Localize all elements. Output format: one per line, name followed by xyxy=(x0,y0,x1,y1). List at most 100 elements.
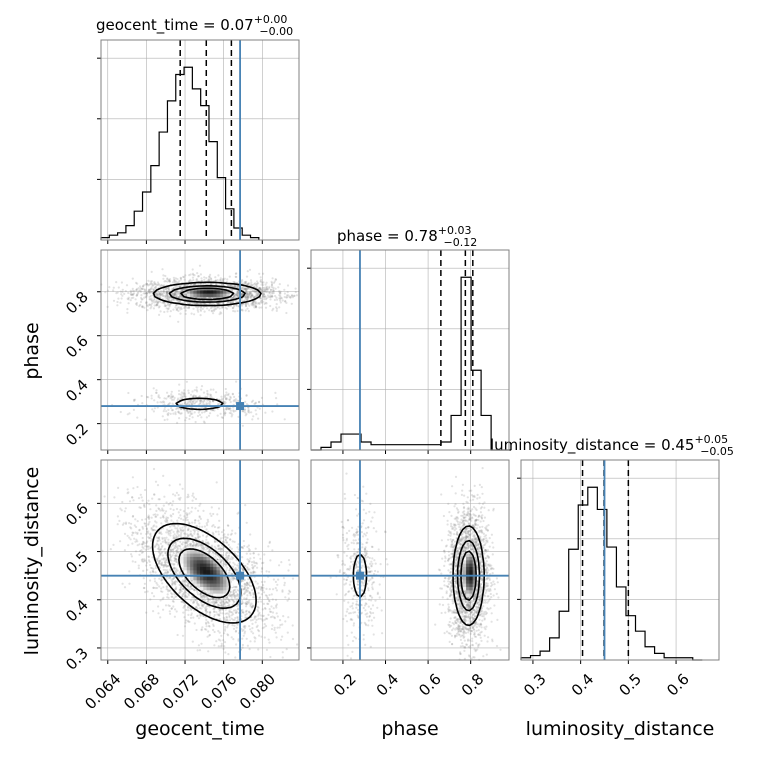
sample-point xyxy=(264,283,267,286)
sample-point xyxy=(211,525,214,528)
sample-point xyxy=(205,528,208,531)
sample-point xyxy=(215,283,218,286)
ylabel-luminosity-distance: luminosity_distance xyxy=(21,467,43,656)
sample-point xyxy=(234,567,237,570)
sample-point xyxy=(164,294,167,297)
sample-point xyxy=(169,551,172,554)
sample-point xyxy=(178,417,181,420)
sample-point xyxy=(191,268,194,271)
sample-point xyxy=(176,290,179,294)
title-geocent-time: geocent_time = 0.07+0.00 −0.00 xyxy=(96,13,293,38)
sample-point xyxy=(174,292,177,296)
sample-point xyxy=(184,306,187,309)
sample-point xyxy=(208,549,211,552)
sample-point xyxy=(210,409,213,412)
sample-point xyxy=(251,627,254,630)
sample-point xyxy=(171,395,174,398)
sample-point xyxy=(215,391,218,394)
sample-point xyxy=(187,493,190,496)
sample-point xyxy=(208,276,211,279)
sample-point xyxy=(254,305,257,308)
sample-point xyxy=(262,281,265,284)
sample-point xyxy=(207,414,211,417)
sample-point xyxy=(196,308,199,312)
sample-point xyxy=(184,419,187,422)
sample-point xyxy=(283,295,286,299)
sample-point xyxy=(136,520,139,523)
sample-point xyxy=(132,293,135,296)
sample-point xyxy=(230,415,233,418)
sample-point xyxy=(151,290,154,293)
sample-point xyxy=(237,292,240,295)
sample-point xyxy=(273,626,276,629)
sample-point xyxy=(276,615,279,618)
sample-point xyxy=(249,640,252,643)
sample-point xyxy=(146,590,149,593)
sample-point xyxy=(234,398,237,401)
sample-point xyxy=(256,406,259,409)
sample-point xyxy=(188,305,191,308)
sample-point xyxy=(193,274,196,277)
sample-point xyxy=(163,418,166,422)
sample-point xyxy=(187,507,190,510)
sample-point xyxy=(241,637,244,640)
sample-point xyxy=(129,291,133,294)
density-cell xyxy=(200,290,204,294)
sample-point xyxy=(178,306,181,309)
sample-point xyxy=(159,310,162,313)
sample-point xyxy=(249,279,253,282)
sample-point xyxy=(163,512,167,515)
sample-point xyxy=(182,611,185,614)
sample-point xyxy=(252,415,255,418)
sample-point xyxy=(225,393,228,396)
sample-point xyxy=(162,474,165,477)
sample-point xyxy=(263,623,266,626)
sample-point xyxy=(183,276,186,279)
sample-point xyxy=(173,279,176,282)
sample-point xyxy=(291,296,294,299)
sample-point xyxy=(116,291,119,294)
sample-point xyxy=(209,412,212,415)
sample-point xyxy=(128,582,131,585)
sample-point xyxy=(256,285,259,288)
sample-point xyxy=(256,282,259,285)
sample-point xyxy=(180,412,183,415)
sample-point xyxy=(205,628,208,631)
sample-point xyxy=(157,612,160,615)
sample-point xyxy=(205,403,208,406)
sample-point xyxy=(189,616,193,620)
sample-point xyxy=(166,290,169,293)
sample-point xyxy=(209,297,212,300)
sample-point xyxy=(257,648,260,651)
sample-point xyxy=(219,612,222,615)
sample-point xyxy=(254,305,257,308)
sample-point xyxy=(166,280,169,283)
sample-point xyxy=(165,307,168,310)
sample-point xyxy=(241,308,244,311)
sample-point xyxy=(255,295,258,298)
sample-point xyxy=(209,307,212,310)
sample-point xyxy=(145,283,149,286)
sample-point xyxy=(176,278,179,281)
sample-point xyxy=(210,506,213,509)
sample-point xyxy=(106,289,109,292)
sample-point xyxy=(199,593,202,596)
sample-point xyxy=(127,291,130,295)
sample-point xyxy=(147,279,150,282)
sample-point xyxy=(192,616,195,619)
sample-point xyxy=(121,290,124,294)
sample-point xyxy=(287,559,291,562)
sample-point xyxy=(175,569,178,572)
sample-point xyxy=(244,294,247,297)
sample-point xyxy=(275,307,279,310)
sample-point xyxy=(138,529,141,532)
truth-marker xyxy=(236,402,245,411)
sample-point xyxy=(252,304,255,307)
sample-point xyxy=(184,274,187,277)
sample-point xyxy=(192,394,196,397)
sample-point xyxy=(191,276,195,279)
sample-point xyxy=(224,396,227,399)
sample-point xyxy=(168,288,171,291)
sample-point xyxy=(208,634,211,637)
sample-point xyxy=(175,295,178,298)
